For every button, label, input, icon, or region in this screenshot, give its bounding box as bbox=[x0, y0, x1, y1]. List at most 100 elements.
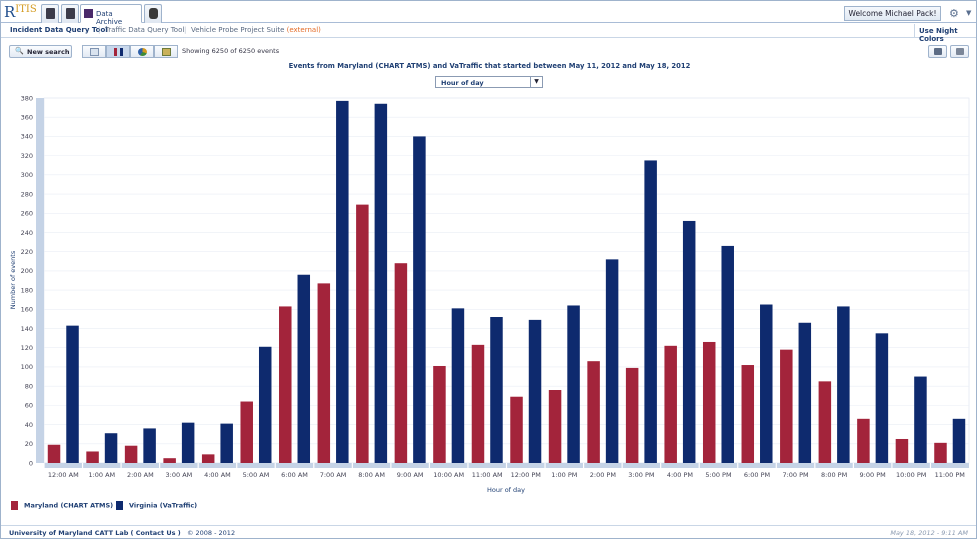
table-view-button[interactable] bbox=[82, 45, 106, 58]
bar-virginia[interactable] bbox=[644, 160, 657, 463]
x-tick-label: 2:00 PM bbox=[590, 471, 616, 479]
nav-incident-data-query[interactable]: Incident Data Query Tool bbox=[10, 26, 108, 34]
bar-virginia[interactable] bbox=[104, 433, 118, 463]
catt-lab-link[interactable]: University of Maryland CATT Lab bbox=[9, 529, 129, 537]
save-icon bbox=[934, 48, 942, 55]
y-tick-label: 200 bbox=[21, 267, 33, 275]
bar-virginia[interactable] bbox=[914, 376, 927, 463]
y-axis-strip bbox=[36, 98, 44, 463]
bar-maryland[interactable] bbox=[780, 349, 793, 463]
bar-maryland[interactable] bbox=[86, 451, 99, 463]
bar-maryland[interactable] bbox=[394, 263, 408, 463]
print-button[interactable] bbox=[950, 45, 969, 58]
bar-virginia[interactable] bbox=[721, 245, 734, 463]
bar-virginia[interactable] bbox=[605, 259, 619, 463]
map-view-button[interactable] bbox=[154, 45, 178, 58]
bar-maryland[interactable] bbox=[548, 390, 562, 463]
bar-virginia[interactable] bbox=[682, 220, 696, 463]
bar-virginia[interactable] bbox=[528, 319, 542, 463]
tool-nav: Incident Data Query Tool | Traffic Data … bbox=[1, 24, 976, 38]
x-tick-label: 11:00 PM bbox=[935, 471, 965, 479]
map-icon bbox=[162, 48, 171, 56]
bar-maryland[interactable] bbox=[895, 438, 909, 463]
bar-virginia[interactable] bbox=[181, 422, 195, 463]
bar-maryland[interactable] bbox=[356, 204, 369, 464]
x-tick-label: 12:00 AM bbox=[48, 471, 79, 479]
group-by-value: Hour of day bbox=[441, 78, 484, 87]
bar-virginia[interactable] bbox=[413, 136, 426, 463]
bar-virginia[interactable] bbox=[490, 317, 503, 463]
bar-virginia[interactable] bbox=[374, 103, 388, 464]
bar-virginia[interactable] bbox=[952, 418, 966, 463]
bar-maryland[interactable] bbox=[163, 458, 176, 463]
bar-maryland[interactable] bbox=[625, 367, 639, 463]
top-bar: RITIS Data Archive Welcome Michael Pack!… bbox=[1, 1, 976, 26]
export-button[interactable] bbox=[928, 45, 947, 58]
bar-virginia[interactable] bbox=[451, 308, 465, 463]
footer-credits: University of Maryland CATT Lab ( Contac… bbox=[9, 529, 235, 537]
bar-maryland[interactable] bbox=[279, 306, 292, 463]
x-tick-label: 7:00 AM bbox=[320, 471, 347, 479]
bar-maryland[interactable] bbox=[201, 454, 215, 463]
bar-virginia[interactable] bbox=[837, 306, 850, 463]
bar-maryland[interactable] bbox=[818, 381, 832, 463]
y-tick-label: 320 bbox=[21, 152, 33, 160]
bar-maryland[interactable] bbox=[317, 283, 331, 463]
group-by-select[interactable]: Hour of day ▼ bbox=[435, 76, 543, 88]
y-tick-label: 300 bbox=[21, 171, 33, 179]
nav-traffic-data-query[interactable]: Traffic Data Query Tool bbox=[105, 26, 185, 34]
contact-us-link[interactable]: ( Contact Us ) bbox=[130, 529, 181, 537]
y-tick-label: 380 bbox=[21, 94, 33, 102]
tab-incident-tool[interactable] bbox=[41, 4, 59, 23]
bar-maryland[interactable] bbox=[240, 401, 253, 463]
x-tick-label: 6:00 AM bbox=[281, 471, 308, 479]
chevron-down-icon[interactable]: ▼ bbox=[530, 77, 542, 87]
bar-maryland[interactable] bbox=[664, 345, 677, 463]
footer: University of Maryland CATT Lab ( Contac… bbox=[1, 525, 976, 539]
bar-maryland[interactable] bbox=[433, 365, 446, 463]
bar-maryland[interactable] bbox=[510, 396, 523, 463]
bar-virginia[interactable] bbox=[336, 100, 349, 463]
tab-traffic-tool[interactable] bbox=[61, 4, 79, 23]
legend-swatch bbox=[116, 501, 123, 510]
bar-virginia[interactable] bbox=[66, 325, 79, 463]
tab-puzzle-tool[interactable] bbox=[144, 4, 162, 23]
legend-item-maryland[interactable]: Maryland (CHART ATMS) bbox=[11, 501, 113, 510]
pie-chart-view-button[interactable] bbox=[130, 45, 154, 58]
bar-maryland[interactable] bbox=[857, 418, 870, 463]
bar-virginia[interactable] bbox=[875, 333, 889, 463]
welcome-user-button[interactable]: Welcome Michael Pack! bbox=[844, 6, 941, 21]
bar-virginia[interactable] bbox=[798, 322, 812, 463]
bar-chart-icon bbox=[114, 48, 123, 56]
bar-maryland[interactable] bbox=[124, 445, 138, 463]
bar-virginia[interactable] bbox=[760, 304, 773, 463]
nav-vehicle-probe-suite[interactable]: Vehicle Probe Project Suite (external) bbox=[191, 26, 321, 34]
bar-virginia[interactable] bbox=[220, 423, 233, 463]
bar-maryland[interactable] bbox=[471, 344, 485, 463]
bar-maryland[interactable] bbox=[47, 444, 61, 463]
bar-chart-view-button[interactable] bbox=[106, 45, 130, 58]
new-search-button[interactable]: 🔍 New search bbox=[9, 45, 72, 58]
bar-virginia[interactable] bbox=[258, 346, 272, 463]
legend-item-virginia[interactable]: Virginia (VaTraffic) bbox=[116, 501, 197, 510]
tab-data-archive[interactable]: Data Archive bbox=[80, 4, 142, 26]
bar-virginia[interactable] bbox=[297, 274, 311, 463]
bar-virginia[interactable] bbox=[567, 305, 580, 463]
y-tick-label: 360 bbox=[21, 114, 33, 122]
bar-maryland[interactable] bbox=[934, 442, 947, 463]
bar-maryland[interactable] bbox=[741, 365, 755, 463]
x-tick-label: 12:00 PM bbox=[511, 471, 541, 479]
y-tick-label: 160 bbox=[21, 306, 33, 314]
bar-virginia[interactable] bbox=[143, 428, 156, 463]
night-colors-toggle[interactable]: Use Night Colors bbox=[914, 24, 976, 43]
nav-vehicle-probe-label: Vehicle Probe Project Suite bbox=[191, 26, 285, 34]
bar-maryland[interactable] bbox=[702, 341, 716, 463]
bar-maryland[interactable] bbox=[587, 361, 600, 463]
x-axis-label: Hour of day bbox=[487, 486, 525, 494]
ritis-logo[interactable]: RITIS bbox=[4, 3, 37, 21]
gear-icon[interactable]: ⚙ bbox=[949, 7, 959, 20]
chevron-down-icon[interactable]: ▼ bbox=[966, 9, 972, 17]
plot-area bbox=[43, 97, 970, 464]
traffic-tool-icon bbox=[66, 8, 75, 19]
